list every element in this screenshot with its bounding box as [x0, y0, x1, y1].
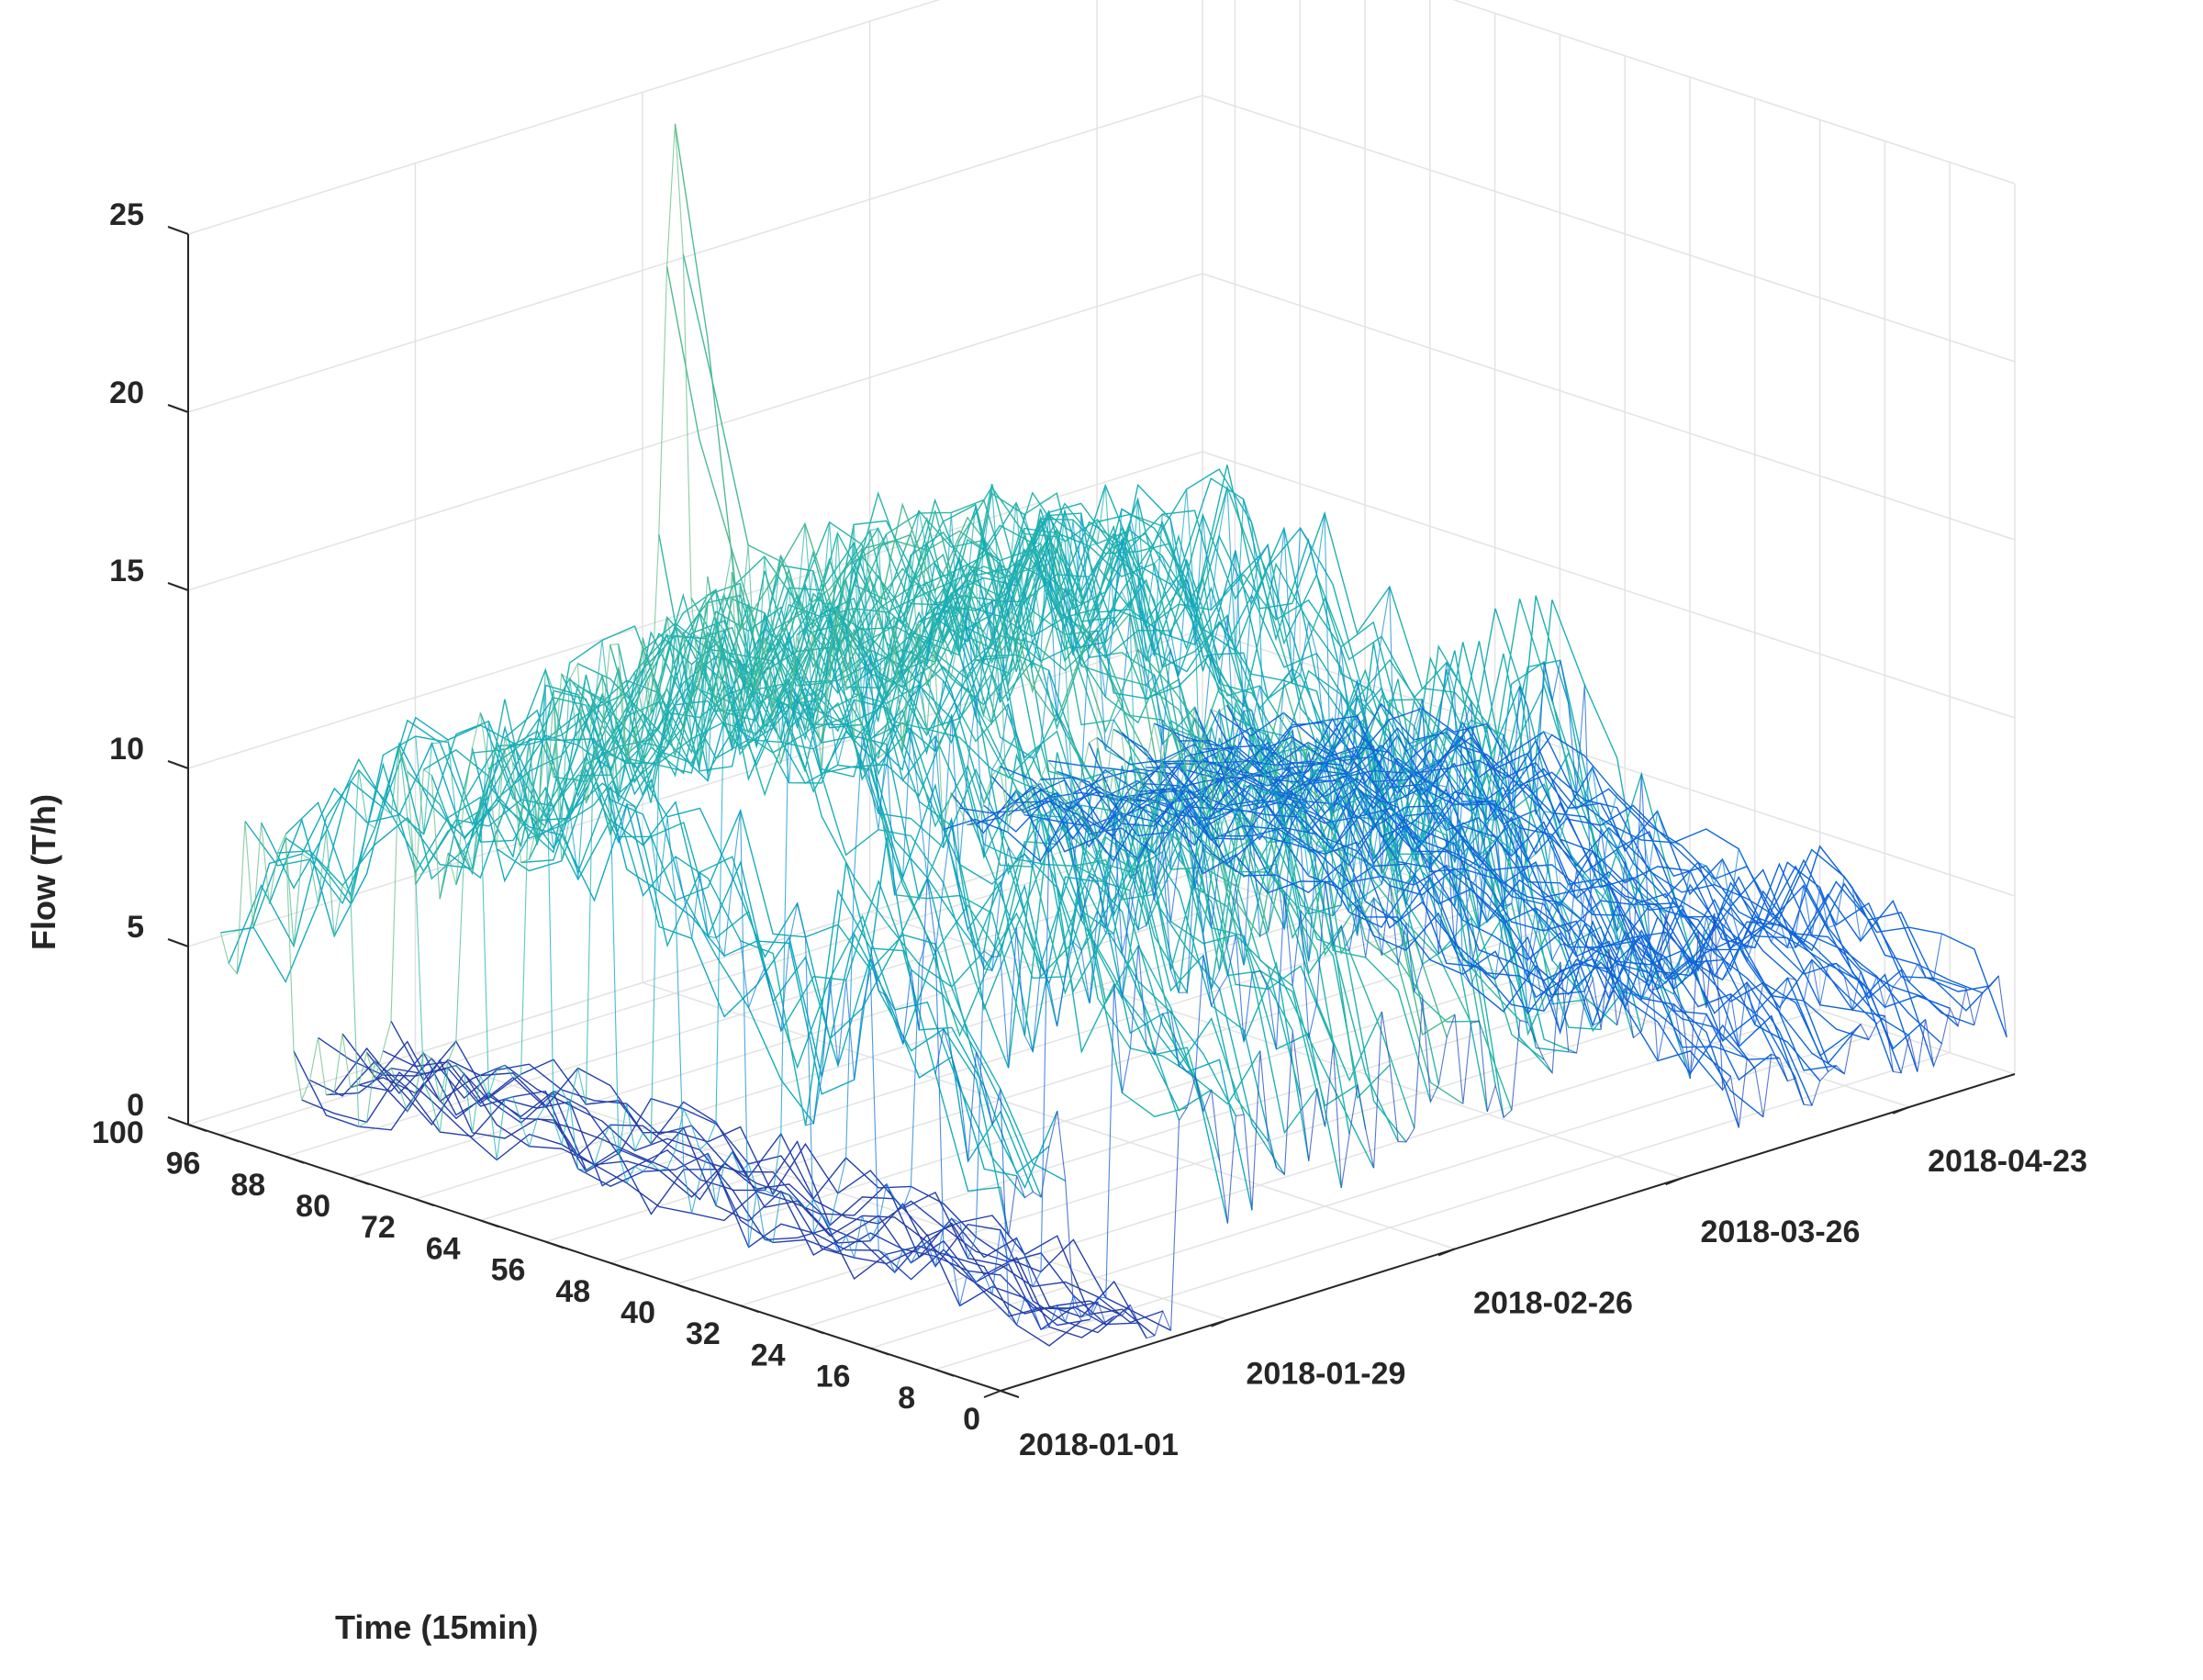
- y-tick-label: 64: [426, 1231, 461, 1266]
- y-tick-label: 96: [166, 1147, 201, 1182]
- y-tick-mark: [870, 1347, 889, 1356]
- y-tick-label: 32: [686, 1316, 721, 1351]
- x-tick-mark: [1437, 1248, 1456, 1257]
- back-grid-line: [187, 451, 1203, 769]
- mesh-line: [480, 487, 1488, 1171]
- y-tick-label: 72: [361, 1210, 396, 1245]
- mesh-line: [675, 587, 1683, 1248]
- x-tick-label: 2018-03-26: [1701, 1215, 1861, 1249]
- z-tick-label: 15: [109, 554, 144, 588]
- floor-grid-line: [805, 1009, 1820, 1328]
- y-tick-mark: [740, 1305, 760, 1314]
- mesh-line: [350, 523, 1358, 1133]
- y-tick-label: 0: [963, 1402, 980, 1437]
- floor-grid-line: [220, 817, 1236, 1137]
- y-tick-label: 8: [898, 1381, 915, 1416]
- x-axis-line: [1000, 1073, 2016, 1392]
- side-grid-line: [1202, 807, 2016, 1075]
- y-tick-label: 100: [92, 1115, 144, 1150]
- z-tick-mark: [167, 760, 189, 769]
- y-tick-mark: [285, 1155, 305, 1164]
- mesh-line: [285, 544, 1292, 1128]
- side-grid-line: [1452, 0, 2016, 185]
- x-tick-mark: [1892, 1105, 1910, 1114]
- x-tick-mark: [1665, 1177, 1683, 1186]
- mesh-line: [333, 1047, 1115, 1338]
- mesh-line: [544, 487, 1552, 1185]
- axes: 2018-01-01 2018-01-29 2018-02-26 2018-03-26…: [92, 197, 2087, 1462]
- mesh-line: [609, 513, 1617, 1214]
- x-tick-label: 2018-01-01: [1019, 1428, 1179, 1462]
- y-tick-mark: [187, 1124, 207, 1132]
- z-tick-mark: [167, 226, 189, 235]
- y-tick-mark: [1000, 1390, 1020, 1398]
- z-tick-mark: [167, 1116, 189, 1126]
- z-tick-mark: [167, 582, 189, 591]
- y-tick-mark: [545, 1240, 565, 1249]
- y-tick-label: 40: [621, 1295, 655, 1330]
- y-axis-line: [187, 1124, 1001, 1392]
- mesh-line: [350, 1058, 1131, 1334]
- x-tick-mark: [1211, 1318, 1228, 1327]
- mesh-line: [415, 485, 1423, 1160]
- y-tick-label: 48: [555, 1274, 590, 1309]
- mesh-line: [219, 123, 1227, 1103]
- y-tick-mark: [415, 1198, 435, 1207]
- z-tick-mark: [167, 938, 189, 947]
- y-tick-mark: [934, 1368, 955, 1377]
- x-tick-mark: [983, 1390, 1001, 1398]
- x-tick-label: 2018-01-29: [1247, 1357, 1406, 1392]
- side-grid-line: [1202, 273, 2016, 541]
- z-axis-title: Flow (T/h): [25, 794, 62, 950]
- y-tick-label: 56: [491, 1253, 526, 1288]
- z-tick-label: 20: [109, 375, 144, 410]
- mesh-line: [869, 660, 1878, 1306]
- z-tick-label: 25: [109, 197, 144, 232]
- y-tick-mark: [675, 1283, 695, 1292]
- y-tick-label: 24: [751, 1338, 786, 1372]
- side-grid-line: [1202, 451, 2016, 719]
- y-tick-mark: [220, 1134, 240, 1143]
- side-grid-line: [1202, 629, 2016, 897]
- z-tick-label: 0: [127, 1088, 144, 1123]
- floor-grid-line: [740, 988, 1756, 1306]
- back-grid-line: [187, 0, 941, 235]
- surface-mesh: [219, 123, 2007, 1347]
- y-tick-mark: [609, 1261, 630, 1271]
- floor-grid-line: [642, 981, 1456, 1250]
- mesh-line: [934, 773, 1942, 1330]
- mesh-line: [805, 753, 1813, 1274]
- side-grid-line: [1202, 95, 2016, 363]
- y-tick-mark: [805, 1326, 824, 1335]
- floor-grid-line: [545, 924, 1560, 1243]
- floor-grid-line: [609, 946, 1626, 1264]
- mesh-line: [1000, 913, 2007, 1339]
- floor-grid-line: [350, 860, 1366, 1179]
- mesh-line: [1218, 702, 1999, 1012]
- y-axis-title: Time (15min): [335, 1608, 538, 1646]
- y-tick-label: 88: [230, 1168, 265, 1203]
- y-tick-label: 16: [816, 1360, 851, 1394]
- y-tick-mark: [350, 1177, 370, 1185]
- back-grid-line: [187, 273, 1203, 591]
- floor-grid-line: [870, 1030, 1885, 1350]
- z-tick-label: 10: [109, 732, 144, 767]
- z-tick-label: 5: [127, 910, 144, 945]
- mesh-line: [740, 662, 1748, 1260]
- floor-grid-line: [934, 1052, 1951, 1371]
- z-tick-mark: [167, 404, 189, 413]
- y-tick-label: 80: [296, 1189, 330, 1224]
- x-tick-label: 2018-02-26: [1473, 1285, 1633, 1320]
- y-tick-mark: [480, 1219, 499, 1228]
- x-tick-label: 2018-04-23: [1928, 1144, 2087, 1179]
- floor-grid-line: [415, 1053, 1228, 1321]
